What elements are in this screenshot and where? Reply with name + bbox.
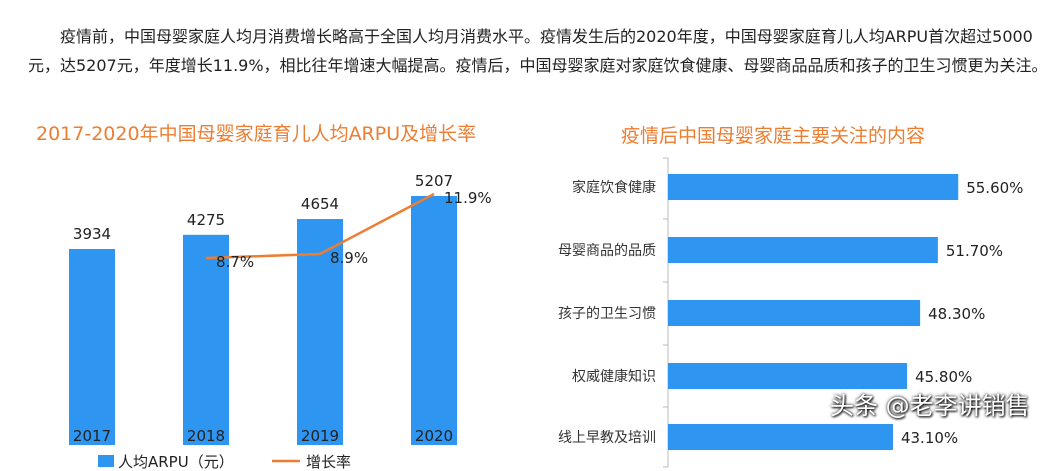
growth-line	[205, 192, 435, 260]
category-label: 家庭饮食健康	[572, 179, 656, 196]
concern-bar	[668, 300, 921, 326]
concern-bar	[668, 174, 959, 200]
x-tick-label: 2018	[187, 427, 225, 445]
arpu-bar	[411, 196, 457, 445]
concern-bar	[668, 237, 938, 263]
value-label: 55.60%	[966, 179, 1023, 197]
right-chart-title: 疫情后中国母婴家庭主要关注的内容	[621, 125, 926, 147]
legend-bar-swatch	[98, 455, 114, 467]
legend-arpu: 人均ARPU（元）	[118, 453, 234, 471]
arpu-label: 5207	[415, 172, 453, 190]
arpu-label: 4654	[301, 195, 339, 213]
category-label: 权威健康知识	[572, 368, 656, 385]
arpu-bar	[183, 234, 229, 445]
value-label: 48.30%	[928, 305, 985, 323]
left-chart-title: 2017-2020年中国母婴家庭育儿人均ARPU及增长率	[36, 123, 477, 145]
growth-label: 8.9%	[330, 249, 368, 267]
x-tick-label: 2020	[415, 427, 453, 445]
value-label: 51.70%	[946, 242, 1003, 260]
concern-bar	[668, 363, 908, 389]
concern-bar	[668, 424, 893, 450]
growth-label: 8.7%	[216, 253, 254, 271]
category-label: 母婴商品的品质	[558, 243, 656, 259]
arpu-label: 4275	[187, 211, 225, 229]
intro-paragraph: 疫情前，中国母婴家庭人均月消费增长略高于全国人均月消费水平。疫情发生后的2020…	[28, 27, 1048, 75]
x-tick-label: 2017	[73, 427, 111, 445]
value-label: 43.10%	[901, 429, 958, 447]
growth-label: 11.9%	[444, 189, 492, 207]
x-tick-label: 2019	[301, 427, 339, 445]
watermark: 头条 @老李讲销售	[830, 392, 1030, 420]
legend-growth: 增长率	[306, 453, 351, 471]
arpu-bar	[69, 249, 115, 445]
category-label: 孩子的卫生习惯	[558, 305, 656, 322]
category-label: 线上早教及培训	[558, 430, 656, 446]
arpu-bar	[297, 219, 343, 445]
arpu-label: 3934	[73, 225, 111, 243]
value-label: 45.80%	[915, 368, 972, 386]
